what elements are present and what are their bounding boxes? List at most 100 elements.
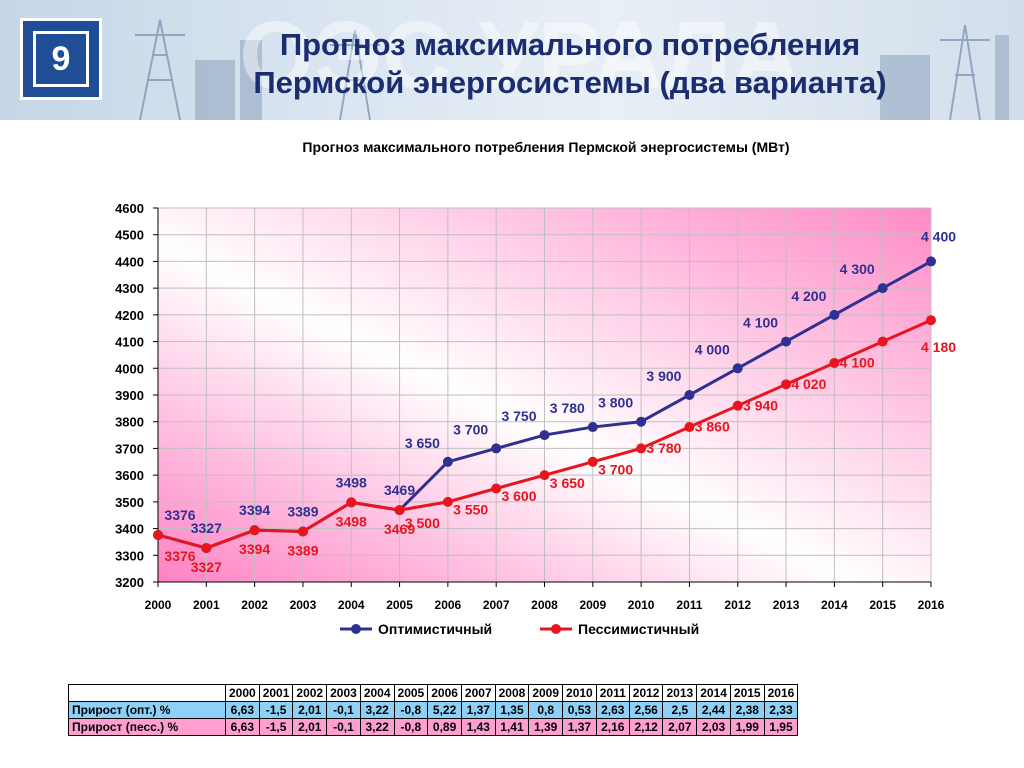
y-tick-label: 3700: [115, 441, 144, 456]
data-label: 4 100: [840, 355, 875, 371]
table-year-header: 2015: [729, 684, 765, 702]
data-label: 3394: [239, 502, 270, 518]
table-header-row: 2000 2001 2002 2003 2004 2005 2006 2007 2008 2009…: [68, 684, 799, 702]
y-tick-label: 3900: [115, 388, 144, 403]
x-tick-label: 2016: [918, 598, 945, 612]
data-label: 3498: [336, 474, 367, 490]
slide-number: 9: [33, 31, 89, 87]
table-cell: 3,22: [359, 701, 395, 719]
table-row-label: Прирост (опт.) %: [68, 701, 226, 719]
data-point: [829, 357, 840, 368]
y-tick-label: 4600: [115, 201, 144, 216]
legend-label: Оптимистичный: [378, 621, 492, 637]
data-label: 3469: [384, 521, 415, 537]
data-point: [539, 470, 550, 481]
table-cell: 6,63: [225, 718, 260, 736]
table-cell: 0,8: [528, 701, 564, 719]
data-label: 3376: [164, 548, 195, 564]
chart-title: Прогноз максимального потребления Пермск…: [302, 139, 790, 155]
table-cell: 1,95: [763, 718, 799, 736]
table-cell: 2,07: [662, 718, 698, 736]
y-tick-label: 4200: [115, 308, 144, 323]
data-label: 3 780: [550, 400, 585, 416]
data-point: [201, 543, 212, 554]
table-cell: 2,33: [763, 701, 799, 719]
data-point: [781, 379, 792, 390]
table-cell: -1,5: [258, 718, 294, 736]
data-label: 3 650: [550, 475, 585, 491]
power-plant-banner-image: ОЭС УРАЛА: [135, 2, 1009, 120]
data-label: 3 860: [695, 419, 730, 435]
data-point: [346, 497, 357, 508]
x-tick-label: 2015: [869, 598, 896, 612]
x-tick-label: 2005: [386, 598, 413, 612]
data-point: [926, 315, 936, 326]
table-year-header: 2000: [225, 684, 260, 702]
data-point: [732, 400, 743, 411]
data-point: [297, 526, 308, 537]
data-label: 3 500: [405, 515, 440, 531]
data-label: 3 650: [405, 435, 440, 451]
table-cell: -0,1: [326, 718, 361, 736]
x-tick-label: 2012: [724, 598, 751, 612]
slide-title-line-2: Пермской энергосистемы (два варианта): [253, 65, 887, 100]
table-cell: 1,43: [460, 718, 496, 736]
data-label: 3469: [384, 482, 415, 498]
table-cell: -0,8: [393, 701, 429, 719]
table-cell: 2,38: [729, 701, 765, 719]
data-label: 3327: [191, 520, 222, 536]
y-tick-label: 3300: [115, 548, 144, 563]
x-tick-label: 2010: [628, 598, 655, 612]
table-year-header: 2008: [494, 684, 530, 702]
table-cell: 2,5: [662, 701, 698, 719]
x-tick-label: 2014: [821, 598, 848, 612]
table-cell: 2,63: [595, 701, 630, 719]
table-year-header: 2014: [696, 684, 731, 702]
table-year-header: 2012: [628, 684, 664, 702]
header-banner: ОЭС УРАЛА 9 Прогноз максимального потреб…: [0, 0, 1024, 120]
slide-title: Прогноз максимального потребления Пермск…: [190, 26, 950, 102]
y-tick-label: 4500: [115, 228, 144, 243]
x-tick-label: 2003: [290, 598, 317, 612]
data-point: [249, 525, 260, 536]
table-cell: 0,89: [427, 718, 462, 736]
x-tick-label: 2006: [435, 598, 462, 612]
y-tick-label: 3400: [115, 522, 144, 537]
table-corner-cell: [68, 684, 226, 702]
slide-title-line-1: Прогноз максимального потребления: [279, 27, 861, 62]
data-label: 3 550: [453, 502, 488, 518]
data-label: 3 780: [646, 440, 681, 456]
data-point: [877, 336, 888, 347]
data-label: 3389: [287, 543, 318, 559]
data-point: [829, 309, 840, 320]
data-label: 3 800: [598, 395, 633, 411]
data-point: [781, 336, 792, 347]
y-tick-label: 3800: [115, 415, 144, 430]
data-label: 4 300: [840, 261, 875, 277]
data-label: 3 700: [453, 421, 488, 437]
table-year-header: 2010: [562, 684, 597, 702]
table-cell: -1,5: [258, 701, 294, 719]
banner-watermark-text: ОЭС УРАЛА: [239, 2, 800, 109]
x-tick-label: 2002: [241, 598, 268, 612]
data-point: [394, 505, 405, 516]
data-point: [636, 443, 647, 454]
y-tick-label: 4300: [115, 281, 144, 296]
data-label: 3389: [287, 504, 318, 520]
data-label: 3376: [164, 507, 195, 523]
data-point: [587, 422, 598, 433]
y-tick-label: 3200: [115, 575, 144, 590]
table-cell: 2,01: [292, 701, 328, 719]
table-year-header: 2004: [359, 684, 395, 702]
slide-number-badge: 9: [20, 18, 102, 100]
data-point: [684, 422, 695, 433]
data-point: [491, 443, 502, 454]
table-cell: 5,22: [427, 701, 462, 719]
data-label: 3 600: [501, 488, 536, 504]
x-tick-label: 2013: [773, 598, 800, 612]
data-point: [926, 256, 936, 267]
data-label: 3 750: [501, 408, 536, 424]
data-label: 3 700: [598, 461, 633, 477]
data-point: [684, 390, 695, 400]
data-label: 4 400: [921, 228, 956, 244]
